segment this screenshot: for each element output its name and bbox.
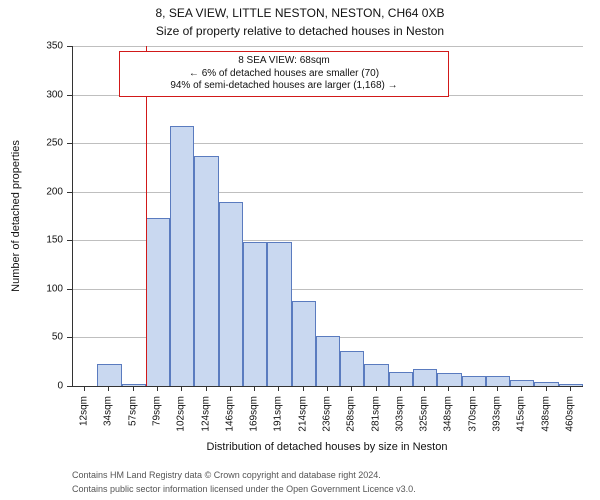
footer-line-2: Contains public sector information licen… — [72, 484, 416, 494]
x-tick-mark — [84, 386, 85, 391]
x-tick-mark — [424, 386, 425, 391]
histogram-bar — [267, 242, 291, 386]
x-axis-label: Distribution of detached houses by size … — [72, 441, 582, 453]
x-tick-mark — [400, 386, 401, 391]
histogram-bar — [170, 126, 194, 386]
histogram-bar — [486, 376, 510, 386]
x-tick-mark — [230, 386, 231, 391]
y-tick-mark — [67, 192, 72, 193]
histogram-bar — [534, 382, 558, 386]
histogram-bar — [146, 218, 170, 386]
histogram-bar — [364, 364, 388, 386]
y-tick-mark — [67, 289, 72, 290]
y-tick-mark — [67, 143, 72, 144]
x-tick-mark — [521, 386, 522, 391]
x-tick-mark — [108, 386, 109, 391]
histogram-bar — [243, 242, 267, 386]
histogram-bar — [97, 364, 121, 386]
x-tick-mark — [254, 386, 255, 391]
histogram-bar — [559, 384, 583, 386]
y-tick-label: 300 — [0, 89, 63, 100]
x-tick-mark — [473, 386, 474, 391]
y-tick-label: 0 — [0, 381, 63, 392]
x-tick-mark — [206, 386, 207, 391]
plot-area: 8 SEA VIEW: 68sqm ← 6% of detached house… — [72, 46, 583, 387]
y-tick-label: 100 — [0, 283, 63, 294]
histogram-bar — [219, 202, 243, 386]
x-tick-mark — [327, 386, 328, 391]
histogram-bar — [340, 351, 364, 386]
histogram-bar — [194, 156, 218, 386]
x-tick-mark — [448, 386, 449, 391]
x-tick-mark — [351, 386, 352, 391]
y-tick-mark — [67, 337, 72, 338]
x-tick-mark — [303, 386, 304, 391]
marker-vline — [146, 46, 147, 386]
y-tick-mark — [67, 386, 72, 387]
histogram-bar — [122, 384, 146, 386]
y-tick-label: 250 — [0, 138, 63, 149]
y-tick-label: 350 — [0, 41, 63, 52]
histogram-bar — [510, 380, 534, 386]
y-tick-label: 200 — [0, 186, 63, 197]
y-axis-label: Number of detached properties — [10, 140, 22, 292]
histogram-bars — [73, 46, 583, 386]
annotation-line-3: 94% of semi-detached houses are larger (… — [126, 80, 442, 93]
x-tick-mark — [157, 386, 158, 391]
y-tick-mark — [67, 95, 72, 96]
chart-title-line2: Size of property relative to detached ho… — [0, 24, 600, 38]
y-tick-label: 50 — [0, 332, 63, 343]
annotation-line-2: ← 6% of detached houses are smaller (70) — [126, 68, 442, 81]
histogram-bar — [316, 336, 340, 386]
footer-line-1: Contains HM Land Registry data © Crown c… — [72, 470, 381, 480]
y-tick-mark — [67, 46, 72, 47]
annotation-line-1: 8 SEA VIEW: 68sqm — [126, 55, 442, 68]
x-tick-mark — [278, 386, 279, 391]
x-tick-mark — [376, 386, 377, 391]
y-tick-label: 150 — [0, 235, 63, 246]
histogram-bar — [437, 373, 461, 386]
histogram-bar — [292, 301, 316, 386]
x-tick-mark — [546, 386, 547, 391]
histogram-bar — [389, 372, 413, 386]
histogram-bar — [462, 376, 486, 386]
annotation-box: 8 SEA VIEW: 68sqm ← 6% of detached house… — [119, 51, 449, 97]
x-tick-mark — [570, 386, 571, 391]
x-tick-mark — [497, 386, 498, 391]
y-tick-mark — [67, 240, 72, 241]
x-tick-mark — [133, 386, 134, 391]
chart-title-line1: 8, SEA VIEW, LITTLE NESTON, NESTON, CH64… — [0, 6, 600, 20]
histogram-bar — [413, 369, 437, 386]
x-tick-mark — [181, 386, 182, 391]
